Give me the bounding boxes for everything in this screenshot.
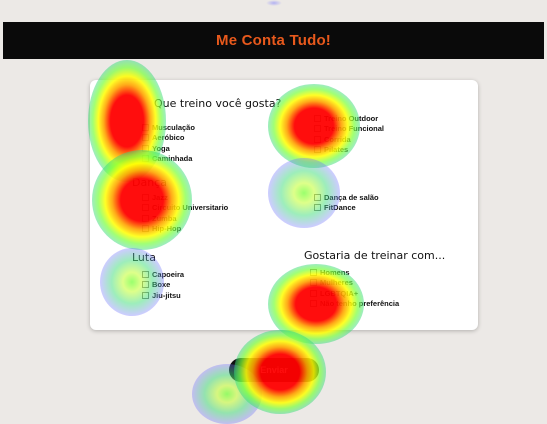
checkbox[interactable]: [142, 270, 149, 278]
option-pilates[interactable]: Pilates: [314, 145, 384, 156]
preferences-card: Que treino você gosta? Musculação Aeróbi…: [90, 80, 478, 330]
checkbox[interactable]: [142, 134, 149, 142]
question-partner: Gostaria de treinar com...: [304, 249, 446, 262]
group-title-danca: Dança: [132, 176, 167, 189]
option-aerobico[interactable]: Aeróbico: [142, 133, 195, 144]
checkbox[interactable]: [142, 155, 149, 163]
option-fitdance[interactable]: FitDance: [314, 203, 379, 214]
group-title-luta: Luta: [132, 251, 156, 264]
checkbox[interactable]: [314, 125, 321, 133]
option-hip-hop[interactable]: Hip-Hop: [142, 224, 228, 235]
option-homens[interactable]: Homens: [310, 267, 399, 278]
option-musculacao[interactable]: Musculação: [142, 122, 195, 133]
checkbox[interactable]: [310, 289, 317, 297]
checkbox[interactable]: [310, 300, 317, 308]
option-danca-de-salao[interactable]: Dança de salão: [314, 192, 379, 203]
checkbox[interactable]: [142, 144, 149, 152]
option-jiu-jitsu[interactable]: Jiu-jitsu: [142, 290, 184, 301]
top-heat-mark: [266, 0, 282, 6]
option-caminhada[interactable]: Caminhada: [142, 154, 195, 165]
option-capoeira[interactable]: Capoeira: [142, 269, 184, 280]
option-list-danca: Jazz Circuito Universitario Zumba Hip-Ho…: [142, 192, 228, 234]
checkbox[interactable]: [310, 279, 317, 287]
option-list-right-mid: Dança de salão FitDance: [314, 192, 379, 213]
option-mulheres[interactable]: Mulheres: [310, 278, 399, 289]
app-title: Me Conta Tudo!: [216, 32, 331, 49]
checkbox[interactable]: [314, 146, 321, 154]
option-zumba[interactable]: Zumba: [142, 213, 228, 224]
option-list-left-top: Musculação Aeróbico Yoga Caminhada: [142, 122, 195, 164]
question-training: Que treino você gosta?: [154, 97, 282, 110]
checkbox[interactable]: [142, 193, 149, 201]
app-header: Me Conta Tudo!: [3, 22, 544, 59]
option-treino-funcional[interactable]: Treino Funcional: [314, 124, 384, 135]
option-list-luta: Capoeira Boxe Jiu-jitsu: [142, 269, 184, 301]
option-treino-outdoor[interactable]: Treino Outdoor: [314, 113, 384, 124]
option-jazz[interactable]: Jazz: [142, 192, 228, 203]
checkbox[interactable]: [142, 214, 149, 222]
option-sem-preferencia[interactable]: Não tenho preferência: [310, 299, 399, 310]
checkbox[interactable]: [142, 204, 149, 212]
option-yoga[interactable]: Yoga: [142, 143, 195, 154]
checkbox[interactable]: [314, 193, 321, 201]
option-corrida[interactable]: Corrida: [314, 134, 384, 145]
checkbox[interactable]: [142, 291, 149, 299]
checkbox[interactable]: [142, 123, 149, 131]
checkbox[interactable]: [314, 114, 321, 122]
option-list-partner: Homens Mulheres LGBTQIA+ Não tenho prefe…: [310, 267, 399, 309]
checkbox[interactable]: [314, 135, 321, 143]
checkbox[interactable]: [314, 204, 321, 212]
option-list-right-top: Treino Outdoor Treino Funcional Corrida …: [314, 113, 384, 155]
option-circuito-universitario[interactable]: Circuito Universitario: [142, 203, 228, 214]
submit-button[interactable]: Enviar: [229, 358, 319, 382]
checkbox[interactable]: [142, 281, 149, 289]
checkbox[interactable]: [310, 268, 317, 276]
option-lgbtqia[interactable]: LGBTQIA+: [310, 288, 399, 299]
option-boxe[interactable]: Boxe: [142, 280, 184, 291]
checkbox[interactable]: [142, 225, 149, 233]
